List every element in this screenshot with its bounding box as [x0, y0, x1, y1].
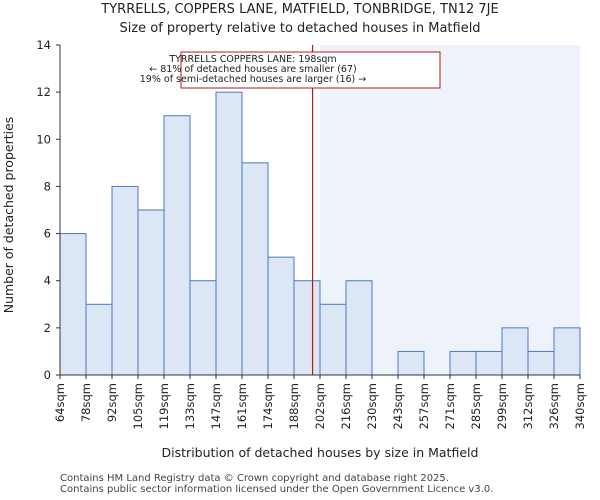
bar-243sqm [397, 350, 425, 376]
x-tick-label: 105sqm [131, 383, 145, 429]
bar-64sqm [59, 233, 87, 376]
bar-105sqm [137, 209, 165, 376]
annotation-box: TYRRELLS COPPERS LANE: 198sqm ← 81% of d… [140, 51, 441, 89]
x-tick-label: 119sqm [157, 383, 171, 429]
x-tick-label: 257sqm [417, 383, 431, 429]
x-tick-label: 340sqm [573, 383, 587, 429]
y-tick-label: 0 [44, 368, 51, 382]
x-tick-label: 312sqm [521, 383, 535, 429]
y-tick-label: 8 [44, 179, 51, 193]
annotation-line-1: TYRRELLS COPPERS LANE: 198sqm [168, 54, 336, 65]
y-ticks: 0 2 4 6 8 10 12 14 [36, 38, 60, 382]
x-tick-label: 326sqm [547, 383, 561, 429]
bar-78sqm [85, 303, 113, 376]
bar-326sqm [553, 327, 581, 376]
footer-line-2: Contains public sector information licen… [60, 484, 494, 495]
x-tick-label: 174sqm [261, 383, 275, 429]
bar-312sqm [527, 350, 555, 376]
y-tick-label: 10 [36, 132, 51, 146]
bars-group [59, 91, 581, 376]
bar-174sqm [267, 256, 295, 376]
bar-133sqm [189, 280, 217, 376]
bar-285sqm [475, 350, 503, 376]
x-tick-label: 216sqm [339, 383, 353, 429]
chart-subtitle: Size of property relative to detached ho… [119, 21, 480, 36]
bar-119sqm [163, 115, 191, 376]
bar-216sqm [345, 280, 373, 376]
x-tick-label: 92sqm [105, 383, 119, 422]
y-tick-label: 6 [44, 227, 51, 241]
bar-188sqm [293, 280, 321, 376]
x-tick-label: 78sqm [79, 383, 93, 422]
y-tick-label: 14 [36, 38, 51, 52]
chart-title: TYRRELLS, COPPERS LANE, MATFIELD, TONBRI… [100, 2, 498, 17]
footer-line-1: Contains HM Land Registry data © Crown c… [60, 473, 449, 484]
annotation-line-3: 19% of semi-detached houses are larger (… [140, 74, 367, 85]
bar-202sqm [319, 303, 347, 376]
bar-92sqm [111, 185, 139, 376]
bar-271sqm [449, 350, 477, 376]
x-tick-label: 299sqm [495, 383, 509, 429]
x-tick-label: 133sqm [183, 383, 197, 429]
x-tick-label: 202sqm [313, 383, 327, 429]
x-axis-label: Distribution of detached houses by size … [162, 445, 479, 460]
x-tick-label: 285sqm [469, 383, 483, 429]
bar-299sqm [501, 327, 529, 376]
annotation-line-2: ← 81% of detached houses are smaller (67… [149, 64, 356, 75]
x-tick-label: 64sqm [53, 383, 67, 422]
x-tick-label: 188sqm [287, 383, 301, 429]
y-tick-label: 12 [36, 85, 51, 99]
x-tick-label: 271sqm [443, 383, 457, 429]
x-tick-label: 147sqm [209, 383, 223, 429]
bar-147sqm [215, 91, 243, 376]
x-ticks: 64sqm 78sqm 92sqm 105sqm 119sqm 133sqm 147sqm 1… [53, 375, 587, 429]
y-tick-label: 2 [44, 321, 51, 335]
x-tick-label: 230sqm [365, 383, 379, 429]
y-axis-label: Number of detached properties [1, 117, 16, 314]
x-tick-label: 243sqm [391, 383, 405, 429]
x-tick-label: 161sqm [235, 383, 249, 429]
bar-161sqm [241, 162, 269, 376]
y-tick-label: 4 [44, 274, 51, 288]
